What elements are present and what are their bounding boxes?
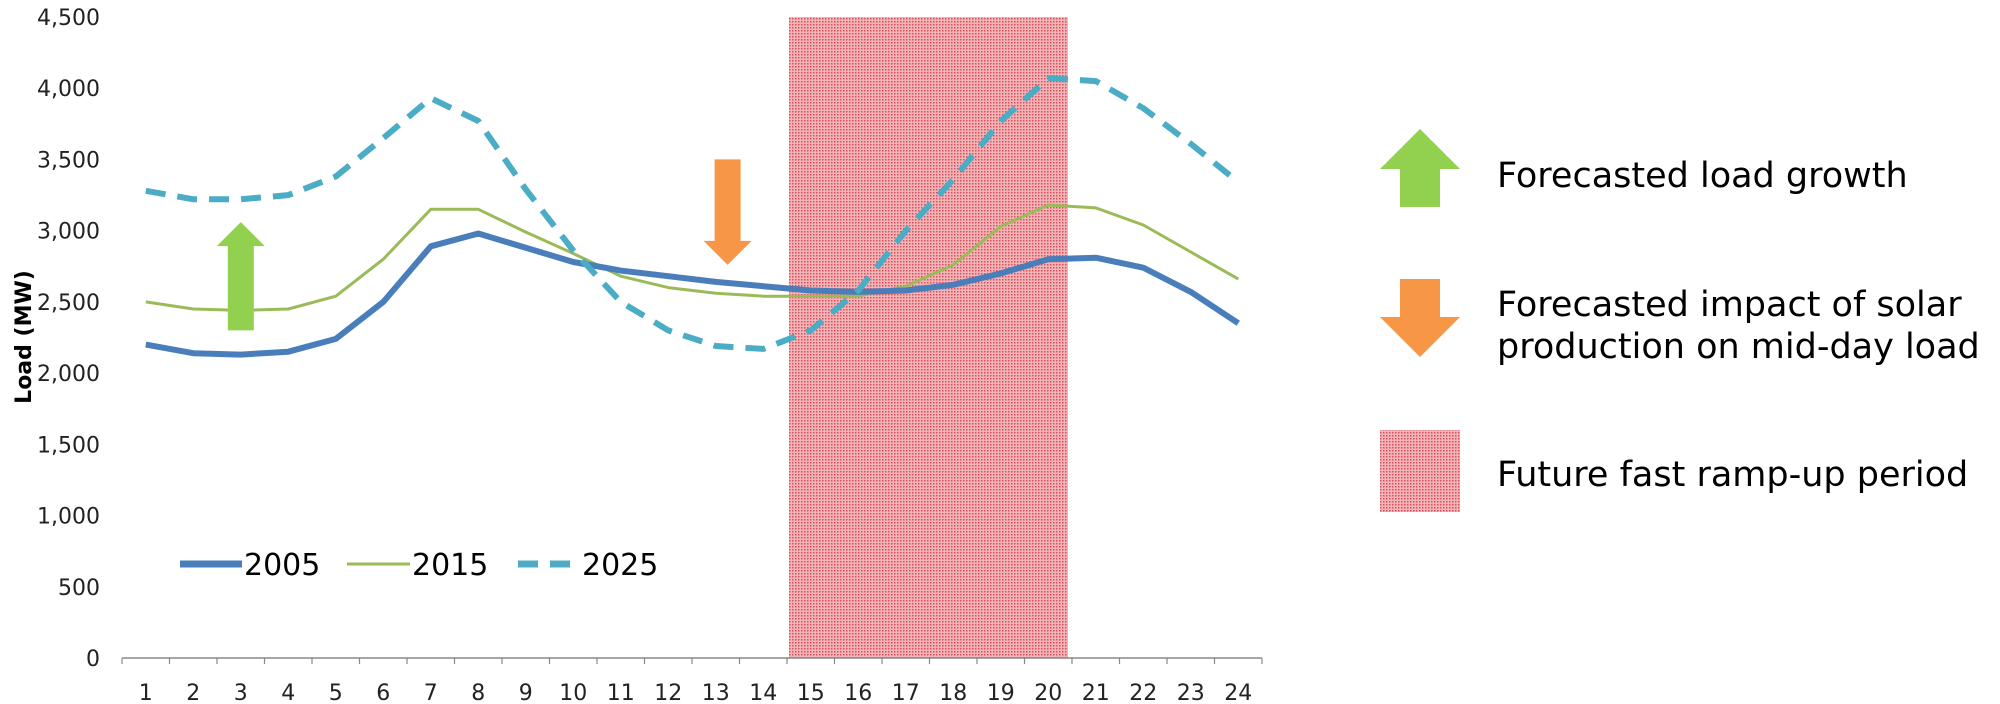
- series-line-2025: [145, 75, 1241, 352]
- y-tick-label: 3,000: [37, 220, 100, 245]
- solar-impact-arrow: [703, 159, 752, 265]
- x-tick-label: 3: [234, 681, 248, 704]
- x-tick-label: 21: [1082, 681, 1110, 704]
- series-line-2005: [145, 230, 1240, 358]
- callout-legend: Forecasted load growth Forecasted impact…: [1380, 129, 1980, 512]
- legend-label-2015: 2015: [412, 548, 488, 583]
- y-tick-label: 4,000: [37, 77, 100, 102]
- x-tick-label: 6: [376, 681, 390, 704]
- x-tick-label: 18: [939, 681, 967, 704]
- x-tick-label: 1: [139, 681, 153, 704]
- x-tick-label: 19: [987, 681, 1015, 704]
- x-tick-label: 2: [186, 681, 200, 704]
- callout-solar-line1: Forecasted impact of solar: [1497, 285, 1962, 325]
- x-tick-label: 15: [797, 681, 825, 704]
- x-tick-label: 9: [519, 681, 533, 704]
- x-tick-label: 24: [1224, 681, 1252, 704]
- y-axis-title: Load (MW): [12, 270, 37, 404]
- x-tick-label: 8: [471, 681, 485, 704]
- x-tick-label: 22: [1129, 681, 1157, 704]
- y-tick-label: 1,500: [37, 433, 100, 458]
- x-tick-label: 11: [607, 681, 635, 704]
- x-tick-label: 12: [654, 681, 682, 704]
- solar-impact-arrow-icon: [1380, 279, 1460, 357]
- x-tick-label: 4: [281, 681, 295, 704]
- x-tick-label: 10: [559, 681, 587, 704]
- y-tick-label: 3,500: [37, 148, 100, 173]
- legend-label-2025: 2025: [582, 548, 658, 583]
- x-tick-label: 20: [1034, 681, 1062, 704]
- x-tick-label: 14: [749, 681, 777, 704]
- callout-ramp-period: Future fast ramp-up period: [1497, 455, 1968, 495]
- y-tick-label: 2,500: [37, 291, 100, 316]
- load-growth-arrow-icon: [1380, 129, 1460, 207]
- y-tick-label: 2,000: [37, 362, 100, 387]
- ramp-up-period-band: [789, 17, 1068, 658]
- ramp-period-swatch: [1380, 430, 1460, 512]
- x-tick-label: 16: [844, 681, 872, 704]
- y-tick-label: 500: [58, 576, 100, 601]
- series-line-2015: [145, 203, 1240, 312]
- y-tick-label: 4,500: [37, 6, 100, 31]
- callout-load-growth: Forecasted load growth: [1497, 156, 1908, 196]
- x-tick-label: 23: [1177, 681, 1205, 704]
- series-legend: 2005 2015 2025: [180, 548, 658, 583]
- legend-label-2005: 2005: [244, 548, 320, 583]
- x-tick-label: 13: [702, 681, 730, 704]
- x-tick-label: 5: [329, 681, 343, 704]
- load-growth-arrow: [216, 222, 265, 331]
- x-tick-label: 7: [424, 681, 438, 704]
- callout-solar-line2: production on mid-day load: [1497, 327, 1980, 367]
- x-tick-label: 17: [892, 681, 920, 704]
- y-tick-label: 0: [86, 647, 100, 672]
- y-tick-label: 1,000: [37, 505, 100, 530]
